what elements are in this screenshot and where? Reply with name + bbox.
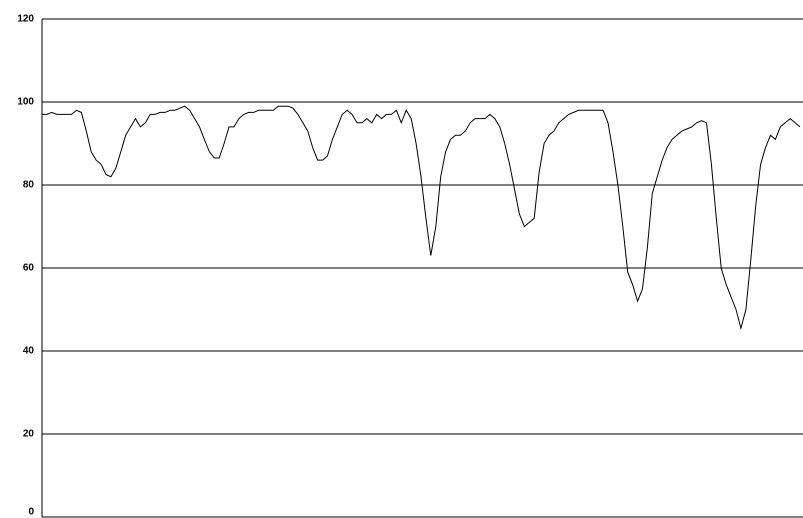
data-line bbox=[42, 105, 801, 331]
y-tick-label: 20 bbox=[23, 429, 35, 440]
y-tick-label: 120 bbox=[17, 14, 34, 25]
y-tick-label: 100 bbox=[17, 97, 34, 108]
y-tick-label: 60 bbox=[23, 263, 35, 274]
y-tick-label: 40 bbox=[23, 346, 35, 357]
y-tick-label: 0 bbox=[28, 507, 34, 518]
y-tick-label: 80 bbox=[23, 180, 35, 191]
